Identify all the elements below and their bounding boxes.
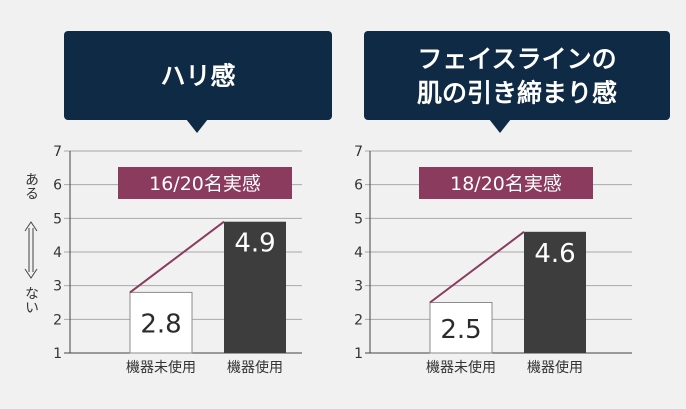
y-tick-label: 1 [354, 346, 363, 362]
chart-title-line: フェイスラインの [417, 45, 616, 74]
scale-arrow-head-up [24, 221, 38, 232]
respondents-badge-label: 16/20名実感 [149, 173, 261, 195]
title-callout [64, 31, 332, 120]
bar-after [524, 231, 586, 353]
respondents-badge-label: 18/20名実感 [450, 173, 562, 195]
y-tick-label: 3 [354, 279, 363, 295]
y-annotation-bottom: ない [23, 286, 39, 314]
y-tick-label: 2 [53, 312, 62, 328]
bar-after [224, 221, 286, 353]
y-tick-label: 6 [53, 178, 62, 194]
trend-line [129, 220, 225, 294]
x-category-label: 機器未使用 [426, 359, 496, 376]
value-label-before: 2.5 [440, 315, 481, 345]
y-tick-label: 7 [53, 144, 62, 160]
y-tick-label: 6 [354, 178, 363, 194]
trend-line [429, 231, 525, 304]
x-category-label: 機器使用 [527, 359, 583, 376]
value-label-after: 4.9 [234, 229, 275, 259]
y-tick-label: 5 [354, 211, 363, 227]
callout-pointer [489, 119, 511, 133]
respondents-badge [118, 167, 292, 199]
callout-pointer [186, 119, 208, 133]
bar-before [129, 291, 193, 354]
scale-arrow-head-down [24, 268, 38, 279]
bar-before [429, 302, 493, 354]
y-tick-label: 2 [354, 312, 363, 328]
x-category-label: 機器未使用 [126, 359, 196, 376]
x-category-label: 機器使用 [227, 359, 283, 376]
y-tick-label: 1 [53, 346, 62, 362]
value-label-after: 4.6 [534, 239, 575, 269]
y-tick-label: 3 [53, 279, 62, 295]
chart-title-line: 肌の引き締まり感 [417, 79, 617, 108]
value-label-before: 2.8 [140, 310, 181, 340]
y-annotation-top: ある [23, 172, 39, 200]
chart-title-line: ハリ感 [160, 62, 235, 91]
y-tick-label: 7 [354, 144, 363, 160]
title-callout [364, 31, 670, 120]
respondents-badge [419, 167, 593, 199]
y-tick-label: 4 [354, 245, 363, 261]
y-tick-label: 4 [53, 245, 62, 261]
y-tick-label: 5 [53, 211, 62, 227]
